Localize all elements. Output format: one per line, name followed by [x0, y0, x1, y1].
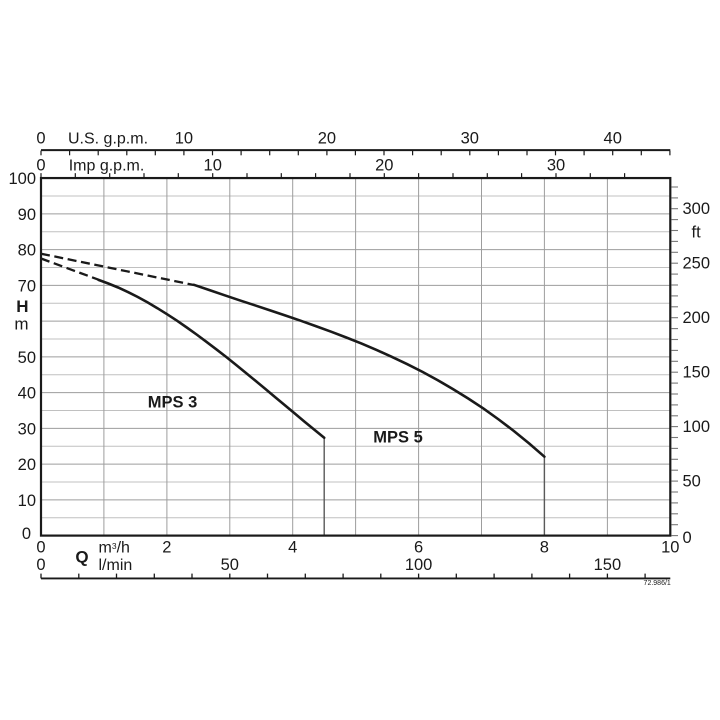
svg-text:100: 100 [405, 556, 433, 574]
svg-text:0: 0 [36, 156, 45, 174]
svg-text:m: m [14, 315, 28, 334]
svg-text:80: 80 [18, 242, 36, 260]
svg-text:l/min: l/min [99, 557, 133, 574]
svg-text:40: 40 [604, 130, 622, 148]
svg-text:50: 50 [18, 349, 36, 367]
svg-text:6: 6 [414, 539, 423, 557]
svg-text:30: 30 [461, 130, 479, 148]
svg-text:10: 10 [204, 156, 222, 174]
svg-text:30: 30 [18, 420, 36, 438]
svg-text:Q: Q [75, 548, 88, 567]
svg-text:100: 100 [8, 170, 36, 188]
svg-text:0: 0 [683, 529, 692, 547]
svg-text:150: 150 [594, 556, 622, 574]
svg-text:150: 150 [683, 364, 711, 382]
svg-text:MPS 3: MPS 3 [148, 394, 198, 412]
svg-text:0: 0 [22, 525, 31, 543]
svg-text:0: 0 [36, 539, 45, 557]
svg-text:0: 0 [36, 556, 45, 574]
svg-text:250: 250 [683, 255, 711, 273]
svg-text:10: 10 [175, 130, 193, 148]
svg-text:70: 70 [18, 277, 36, 295]
svg-text:20: 20 [375, 156, 393, 174]
svg-text:Imp g.p.m.: Imp g.p.m. [69, 157, 145, 174]
svg-text:0: 0 [36, 130, 45, 148]
svg-text:100: 100 [683, 418, 711, 436]
svg-text:10: 10 [661, 539, 679, 557]
svg-text:200: 200 [683, 309, 711, 327]
svg-text:50: 50 [683, 473, 701, 491]
svg-text:2: 2 [162, 539, 171, 557]
svg-text:20: 20 [318, 130, 336, 148]
svg-text:MPS 5: MPS 5 [373, 429, 423, 447]
svg-text:72.986/1: 72.986/1 [644, 580, 671, 587]
svg-text:m3/h: m3/h [99, 540, 130, 557]
svg-text:H: H [16, 297, 28, 316]
svg-text:50: 50 [221, 556, 239, 574]
svg-text:4: 4 [288, 539, 297, 557]
svg-text:40: 40 [18, 385, 36, 403]
svg-text:90: 90 [18, 206, 36, 224]
svg-text:30: 30 [547, 156, 565, 174]
svg-text:300: 300 [683, 200, 711, 218]
svg-text:20: 20 [18, 456, 36, 474]
svg-text:8: 8 [540, 539, 549, 557]
svg-text:ft: ft [692, 224, 702, 242]
svg-text:U.S. g.p.m.: U.S. g.p.m. [68, 131, 148, 148]
svg-text:10: 10 [18, 492, 36, 510]
